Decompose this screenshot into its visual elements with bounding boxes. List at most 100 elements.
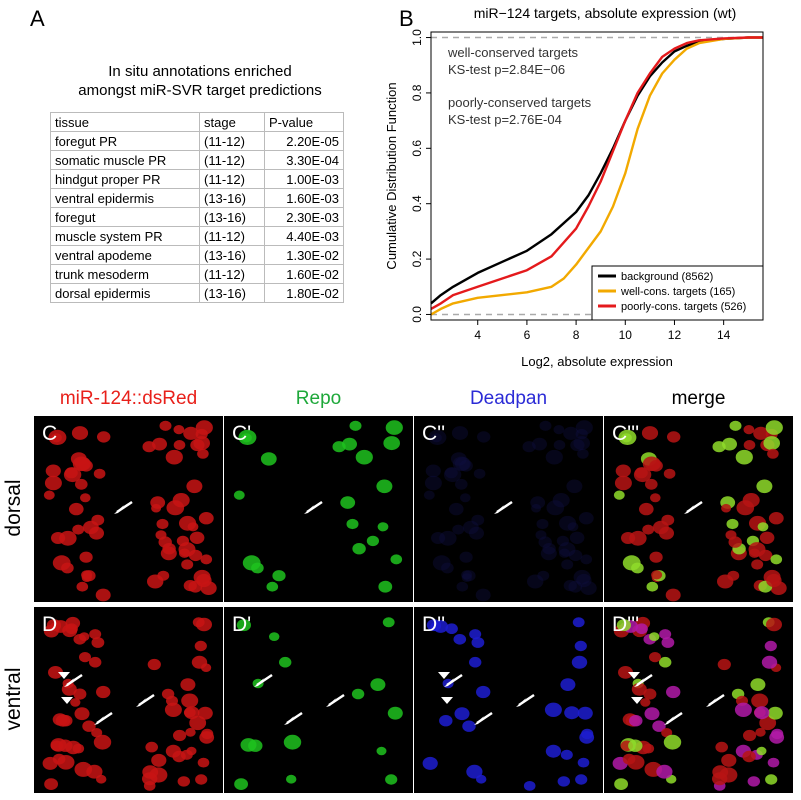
panel-label: D [42,613,58,636]
arrow-icon [136,693,155,707]
cell-nucleus [656,764,673,779]
legend-box [591,265,764,321]
micrograph-panel: C'' [414,416,603,602]
cell-nucleus [89,656,102,668]
cell-nucleus [715,741,728,753]
cell-nucleus [569,531,585,544]
cell-nucleus [97,431,111,443]
cell-nucleus [721,753,737,767]
cell-nucleus [233,490,245,500]
cell-nucleus [79,652,91,663]
cell-nucleus [614,778,628,790]
legend-label: background (8562) [621,271,713,283]
cell-nucleus [266,581,279,592]
cell-nucleus [546,500,565,516]
cell-nucleus [272,570,286,582]
cell-nucleus [283,734,302,750]
cell-nucleus [580,581,597,595]
cell-nucleus [93,468,106,479]
cell-nucleus [642,524,655,535]
cell-nucleus [454,457,471,471]
cell-nucleus [559,515,577,531]
cell-nucleus [531,503,542,513]
cell-nucleus [164,702,182,717]
micrograph-panel: C''' [604,416,793,602]
table-cell: (11-12) [199,131,265,151]
cell-nucleus [51,433,62,443]
cell-nucleus [666,685,681,699]
cell-nucleus [667,431,681,443]
cell-nucleus [279,656,292,668]
cell-nucleus [177,776,190,787]
cell-nucleus [44,778,58,790]
cell-nucleus [651,570,663,580]
cell-nucleus [751,559,764,570]
cell-nucleus [196,573,212,588]
y-tick-label: 0.2 [410,250,424,267]
table-cell: somatic muscle PR [50,150,200,170]
cell-nucleus [650,493,661,503]
arrow-icon [684,500,703,514]
table-row: foregut PR (11-12) 2.20E-05 [50,131,344,151]
cell-nucleus [644,707,660,721]
cell-nucleus [473,468,486,479]
cell-nucleus [95,588,111,602]
cell-nucleus [183,426,199,440]
arrowhead-icon [58,672,70,679]
cell-nucleus [768,512,784,525]
arrow-icon [64,673,83,687]
cell-nucleus [564,706,580,720]
cell-nucleus [376,746,387,756]
cell-nucleus [346,518,359,530]
panel-label: C''' [612,422,640,445]
cell-nucleus [766,573,782,588]
cell-nucleus [743,425,755,435]
cell-nucleus [765,774,778,785]
cell-nucleus [761,655,778,669]
cell-nucleus [431,532,446,544]
cell-nucleus [722,437,737,451]
cell-nucleus [523,781,536,791]
cell-nucleus [527,574,544,589]
cell-nucleus [186,479,203,494]
cell-nucleus [195,420,213,435]
cell-nucleus [172,493,190,508]
cell-nucleus [577,448,589,459]
cell-nucleus [645,478,658,490]
y-axis-label: Cumulative Distribution Function [384,82,399,269]
cell-nucleus [462,720,476,732]
cell-nucleus [422,756,438,770]
table-cell: 2.30E-03 [264,207,344,227]
cell-nucleus [46,619,61,632]
cell-nucleus [764,640,777,652]
cell-nucleus [634,467,648,479]
cell-nucleus [80,493,91,503]
cell-nucleus [72,524,85,535]
cell-nucleus [721,503,732,513]
cell-nucleus [568,549,583,562]
table-row: ventral epidermis (13-16) 1.60E-03 [50,188,344,208]
cell-nucleus [197,706,213,720]
table-cell: ventral epidermis [50,188,200,208]
panel-label: D''' [612,613,640,636]
cell-nucleus [469,656,482,668]
cell-nucleus [45,464,61,478]
cell-nucleus [621,433,632,443]
table-row: muscle system PR (11-12) 4.40E-03 [50,226,344,246]
cell-nucleus [558,542,576,557]
cell-nucleus [385,420,403,435]
cell-nucleus [286,774,297,784]
cell-nucleus [454,707,470,721]
cell-nucleus [370,678,386,691]
cell-nucleus [185,727,196,737]
annotation-text: KS-test p=2.84E−06 [448,62,565,77]
panel-b-letter: B [399,6,414,31]
table-cell: 1.60E-03 [264,188,344,208]
cell-nucleus [463,520,479,535]
cell-nucleus [469,629,482,640]
chart-title: miR−124 targets, absolute expression (wt… [474,5,737,21]
x-tick-label: 12 [668,328,682,342]
cell-nucleus [76,581,89,592]
cell-nucleus [728,536,742,548]
cell-nucleus [540,546,557,561]
